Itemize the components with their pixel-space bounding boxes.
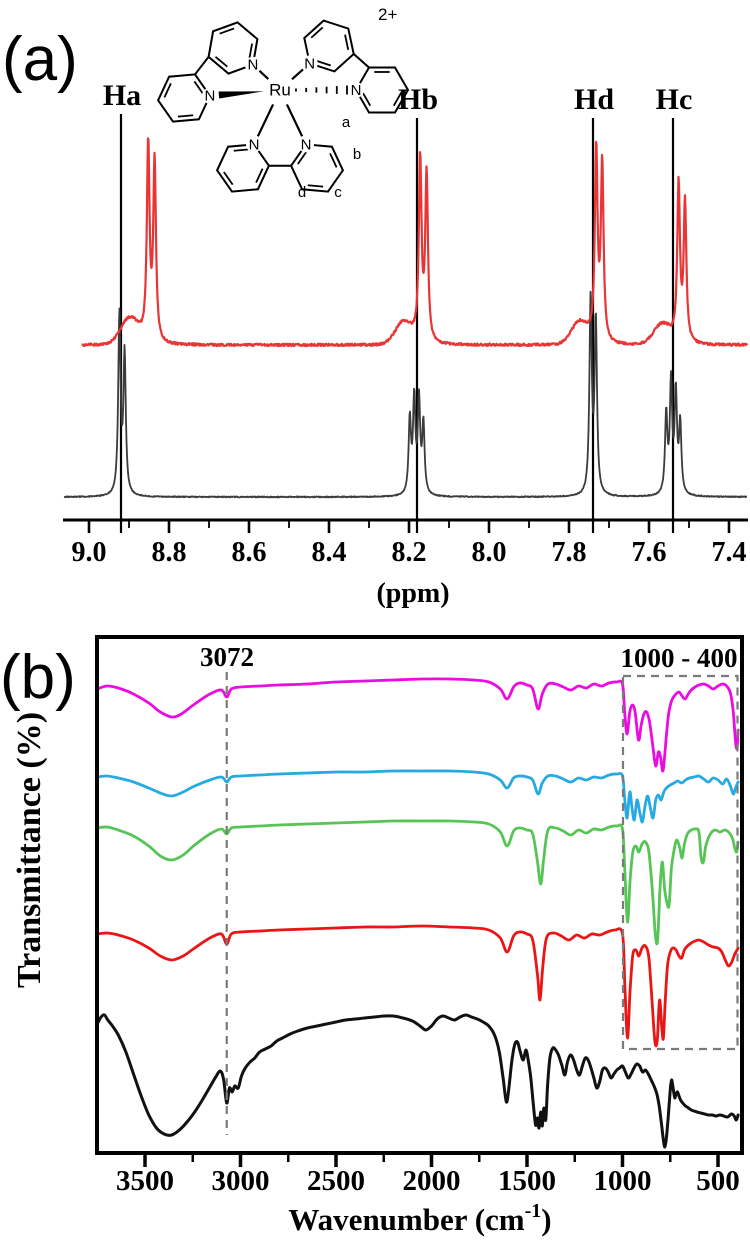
ftir-traces	[95, 677, 740, 1149]
nmr-marker-label-Hd: Hd	[574, 83, 614, 116]
ftir-frame-rect	[95, 635, 744, 1155]
double-bond	[297, 150, 308, 165]
double-bond	[315, 59, 332, 67]
nitrogen-label: N	[351, 82, 362, 99]
double-bond	[223, 171, 234, 186]
ftir-trace-red	[95, 924, 740, 1048]
nmr-marker-label-Ha: Ha	[103, 79, 141, 112]
nmr-tick-label: 8.0	[472, 537, 507, 568]
nmr-x-axis: 9.0 8.8 8.6 8.4 8.2 8.0 7.8 7.6 7.4	[63, 518, 748, 568]
nmr-peak-markers: Ha Hb Hd Hc	[103, 79, 693, 533]
nitrogen-label: N	[301, 136, 312, 153]
n-atom-bg	[245, 136, 262, 153]
ftir-x-axis-label: Wavenumber (cm-1)	[288, 1200, 551, 1237]
pyridine-ring	[156, 73, 212, 123]
double-bond	[310, 26, 324, 39]
nmr-tick-label: 8.8	[152, 537, 187, 568]
panel-a-label: (a)	[2, 25, 78, 94]
nmr-marker-label-Hb: Hb	[398, 83, 438, 116]
nmr-tick-label: 8.4	[312, 537, 347, 568]
ftir-vline-label: 3072	[200, 642, 254, 672]
ftir-x-axis-label-main: Wavenumber (cm	[288, 1202, 524, 1237]
panel-b-label: (b)	[0, 643, 76, 712]
double-bond	[163, 83, 172, 98]
double-bond	[361, 91, 372, 107]
ru-n-bond	[258, 70, 270, 80]
nmr-tick-label: 7.8	[552, 537, 587, 568]
ftir-x-axis-label-close: )	[541, 1202, 551, 1237]
ftir-tick-label: 3000	[212, 1165, 270, 1197]
ftir-tick-label: 500	[696, 1165, 740, 1197]
inter-ring-bond	[353, 53, 370, 69]
pyridine-ring	[303, 19, 355, 73]
double-bond	[248, 43, 253, 59]
nmr-tick-label: 7.4	[712, 537, 747, 568]
ftir-tick-label: 2000	[403, 1165, 461, 1197]
pyridine-ring	[215, 143, 271, 193]
inter-ring-bond	[194, 56, 210, 76]
ftir-trace-magenta	[95, 677, 740, 773]
n-atom-bg	[201, 87, 218, 104]
ftir-plot-frame	[95, 635, 744, 1155]
ru-n-bond	[256, 103, 275, 137]
charge-label: 2+	[378, 5, 397, 24]
ftir-y-axis-label: Transmittance (%)	[11, 712, 48, 988]
nmr-tick-label: 9.0	[72, 537, 107, 568]
nitrogen-label: N	[204, 88, 215, 105]
ftir-tick-label: 1000	[594, 1165, 652, 1197]
double-bond	[177, 114, 194, 118]
double-bond	[255, 168, 264, 183]
n-atom-bg	[244, 56, 261, 73]
nitrogen-label: N	[247, 57, 258, 74]
ftir-tick-label: 3500	[116, 1165, 174, 1197]
ftir-annotations	[225, 672, 739, 1135]
site-label-a: a	[342, 114, 351, 131]
panel-a-nmr: (a) N N N N N N Ru 2+ ab c d Ha Hb Hd Hc 9.0 8.8 8.6 8.4…	[2, 5, 749, 609]
n-atom-bg	[298, 136, 315, 153]
double-bond	[344, 34, 350, 50]
nmr-tick-label: 7.6	[632, 537, 667, 568]
ftir-x-axis-label-sup: -1	[525, 1200, 542, 1222]
nmr-trace-red	[81, 137, 749, 348]
nitrogen-label: N	[249, 136, 260, 153]
ftir-dashed-box-1000-400	[621, 674, 739, 1051]
ftir-trace-green	[95, 819, 740, 946]
ftir-trace-black	[95, 1013, 740, 1149]
site-label-b: b	[353, 146, 361, 163]
ru-n-wedge-bond	[218, 91, 265, 99]
double-bond	[193, 80, 204, 95]
double-bond	[329, 153, 338, 168]
ftir-tick-label: 1500	[498, 1165, 556, 1197]
panel-b-ftir: (b) 3500 3000 2500 2000 1500 1000 500 3072 100…	[0, 635, 744, 1237]
ru-n-bond	[285, 103, 304, 137]
nmr-x-axis-label: (ppm)	[376, 578, 449, 609]
double-bond	[392, 91, 403, 107]
ftir-tick-label: 2500	[307, 1165, 365, 1197]
ftir-trace-cyan	[95, 769, 740, 824]
double-bond	[233, 148, 250, 152]
nmr-trace-black	[63, 290, 748, 499]
nmr-marker-label-Hc: Hc	[656, 83, 693, 116]
nmr-spectra	[63, 137, 749, 499]
nmr-tick-label: 8.6	[232, 537, 267, 568]
nmr-tick-label: 8.2	[392, 537, 427, 568]
site-label-c: c	[334, 184, 342, 201]
ru-bpy-structure: N N N N N N Ru 2+ ab c d	[156, 5, 410, 201]
n-atom-bg	[301, 55, 318, 72]
pyridine-ring	[207, 21, 259, 75]
nitrogen-label: N	[304, 55, 315, 72]
double-bond	[214, 56, 228, 68]
ftir-box-label: 1000 - 400	[621, 643, 738, 673]
ftir-x-axis: 3500 3000 2500 2000 1500 1000 500	[116, 1153, 740, 1197]
site-label-d: d	[298, 184, 306, 201]
n-atom-bg	[348, 82, 364, 98]
ru-atom-bg	[266, 76, 294, 104]
ru-n-bond	[291, 68, 304, 81]
double-bond	[307, 184, 324, 188]
double-bond	[219, 27, 235, 35]
ruthenium-label: Ru	[269, 81, 291, 100]
